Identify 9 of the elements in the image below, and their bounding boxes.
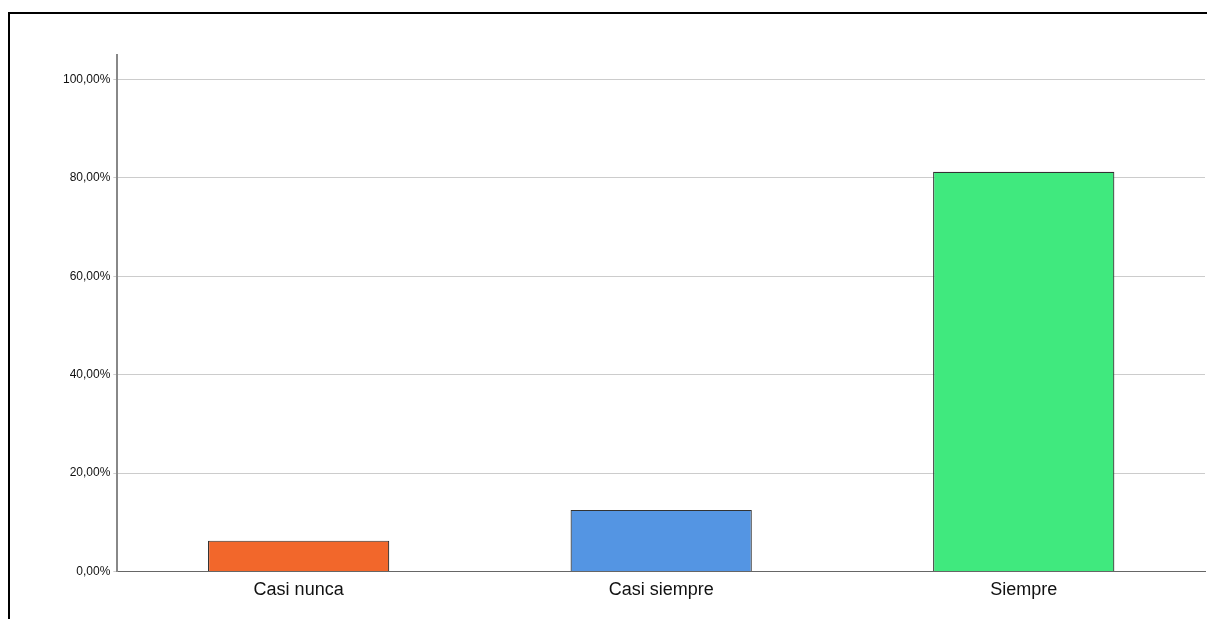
y-tick-label: 80,00%	[69, 170, 111, 185]
y-tick-label: 0,00%	[76, 563, 111, 578]
y-tick-label: 40,00%	[69, 366, 111, 381]
y-tick-label: 60,00%	[69, 268, 111, 283]
x-tick-label: Casi nunca	[253, 579, 345, 600]
y-tick-label: 20,00%	[69, 465, 111, 480]
x-tick-label: Siempre	[990, 579, 1058, 600]
x-tick-label: Casi siempre	[608, 579, 714, 600]
y-tick-label: 100,00%	[63, 71, 111, 86]
